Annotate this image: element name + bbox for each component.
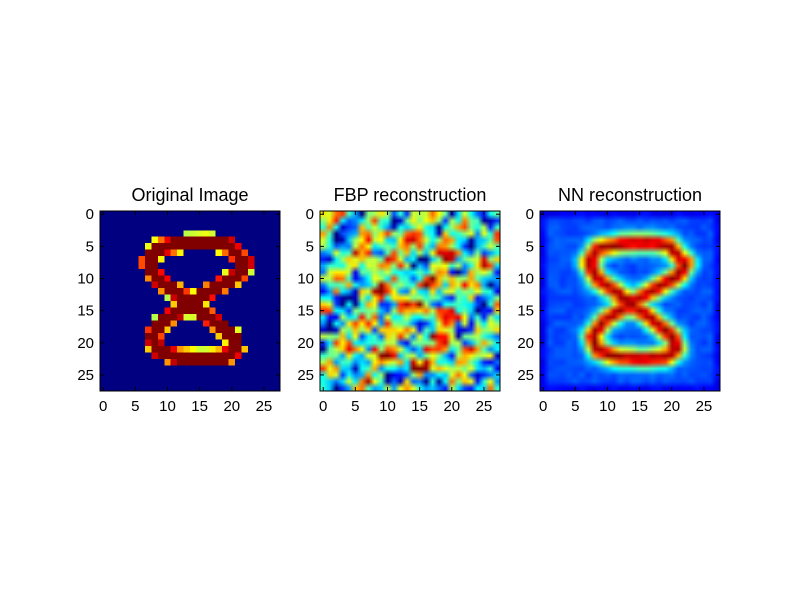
x-tick-label: 20 [663, 398, 680, 415]
axes-frame [319, 210, 501, 392]
y-ticks: 0 5 10 15 20 25 [297, 206, 500, 384]
x-ticks: 0 5 10 15 20 25 [539, 211, 712, 415]
y-ticks: 0 5 10 15 20 25 [77, 206, 280, 384]
y-tick-label: 5 [526, 238, 534, 255]
x-tick-label: 10 [159, 398, 176, 415]
panel-original-image: Original Image 0 5 10 15 20 25 0 5 10 15 20 25 [77, 185, 281, 415]
y-tick-label: 15 [77, 303, 94, 320]
x-tick-label: 10 [599, 398, 616, 415]
x-tick-label: 0 [319, 398, 327, 415]
y-tick-label: 20 [517, 335, 534, 352]
x-tick-label: 0 [539, 398, 547, 415]
panel-nn-reconstruction: NN reconstruction 0 5 10 15 20 25 0 5 10 15 20 25 [517, 185, 721, 415]
x-tick-label: 15 [411, 398, 428, 415]
y-tick-label: 5 [86, 238, 94, 255]
x-tick-label: 25 [476, 398, 493, 415]
x-tick-label: 25 [256, 398, 273, 415]
panel-fbp-reconstruction: FBP reconstruction 0 5 10 15 20 25 0 5 10 15 20 25 [297, 185, 501, 415]
y-tick-label: 10 [517, 271, 534, 288]
y-tick-label: 25 [297, 367, 314, 384]
y-tick-label: 25 [517, 367, 534, 384]
x-tick-label: 15 [191, 398, 208, 415]
x-tick-label: 25 [696, 398, 713, 415]
axes-frame [539, 210, 721, 392]
y-tick-label: 20 [297, 335, 314, 352]
y-ticks: 0 5 10 15 20 25 [517, 206, 720, 384]
x-ticks: 0 5 10 15 20 25 [99, 211, 272, 415]
y-tick-label: 15 [517, 303, 534, 320]
y-tick-label: 15 [297, 303, 314, 320]
panel-title: Original Image [131, 185, 248, 205]
x-tick-label: 5 [131, 398, 139, 415]
y-tick-label: 20 [77, 335, 94, 352]
x-tick-label: 0 [99, 398, 107, 415]
heatmap-image [320, 211, 500, 391]
x-tick-label: 15 [631, 398, 648, 415]
y-tick-label: 0 [306, 206, 314, 223]
x-ticks: 0 5 10 15 20 25 [319, 211, 492, 415]
axes-frame [99, 210, 281, 392]
panel-title: NN reconstruction [558, 185, 702, 205]
x-tick-label: 20 [443, 398, 460, 415]
y-tick-label: 0 [86, 206, 94, 223]
x-tick-label: 5 [351, 398, 359, 415]
y-tick-label: 5 [306, 238, 314, 255]
y-tick-label: 25 [77, 367, 94, 384]
y-tick-label: 10 [77, 271, 94, 288]
x-tick-label: 5 [571, 398, 579, 415]
panel-title: FBP reconstruction [334, 185, 487, 205]
heatmap-image [100, 211, 280, 391]
x-tick-label: 10 [379, 398, 396, 415]
y-tick-label: 0 [526, 206, 534, 223]
x-tick-label: 20 [223, 398, 240, 415]
y-tick-label: 10 [297, 271, 314, 288]
heatmap-image [540, 211, 720, 391]
